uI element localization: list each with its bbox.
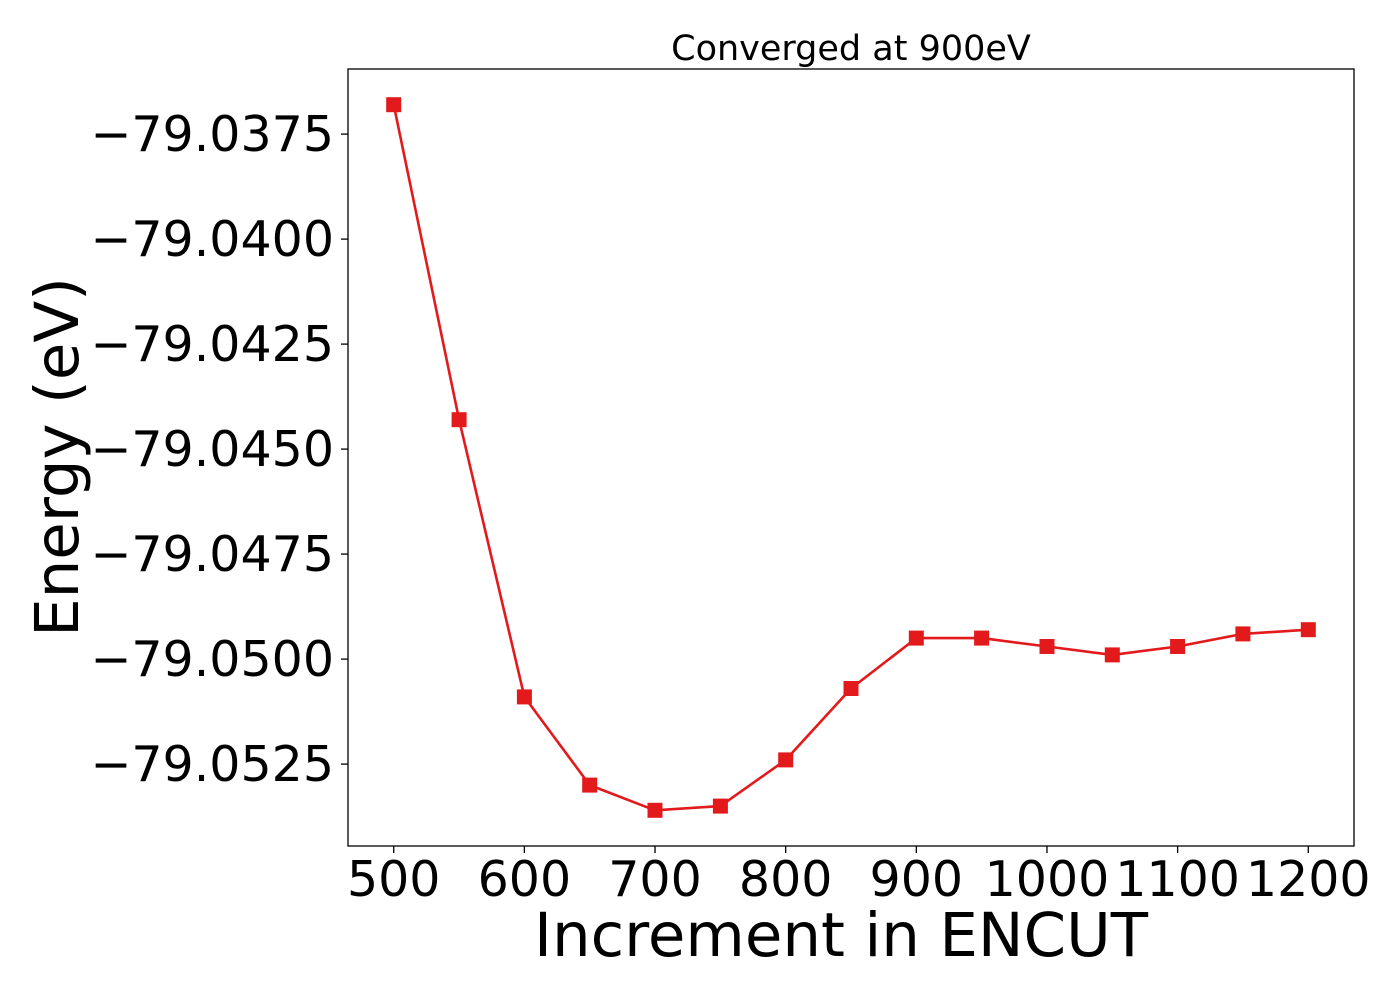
data-point-marker: [843, 681, 859, 696]
data-point-marker: [778, 752, 794, 768]
y-tick-label: −79.0450: [90, 421, 334, 478]
data-point-marker: [1235, 626, 1251, 642]
data-point-marker: [386, 97, 402, 113]
x-tick-label: 500: [347, 851, 441, 908]
y-tick-label: −79.0425: [90, 316, 334, 373]
data-point-marker: [1104, 647, 1120, 663]
y-axis-label: Energy (eV): [22, 277, 93, 637]
y-tick-label: −79.0475: [90, 526, 334, 583]
data-point-marker: [647, 802, 663, 818]
data-point-marker: [712, 798, 728, 814]
x-tick-label: 900: [870, 851, 964, 908]
data-point-marker: [582, 777, 598, 793]
plot-area-frame: [347, 68, 1355, 847]
ticks-layer: 500 600 700 800 900 1000 1100 1200 −79.0375 −79.0…: [90, 106, 1370, 908]
y-tick-label: −79.0400: [90, 211, 334, 268]
x-tick-label: 800: [739, 851, 833, 908]
chart-title: Converged at 900eV: [671, 29, 1031, 69]
x-axis-label: Increment in ENCUT: [534, 900, 1149, 971]
x-tick-label: 700: [608, 851, 702, 908]
data-point-marker: [1300, 622, 1316, 638]
series-layer: [386, 97, 1316, 818]
y-tick-label: −79.0500: [90, 631, 334, 688]
x-tick-label: 1000: [985, 851, 1110, 908]
x-tick-label: 600: [478, 851, 572, 908]
data-point-marker: [1039, 639, 1055, 654]
x-tick-label: 1200: [1246, 851, 1371, 908]
data-point-marker: [1170, 639, 1186, 654]
y-tick-label: −79.0525: [90, 736, 334, 793]
data-point-marker: [516, 689, 532, 705]
data-point-marker: [908, 630, 924, 646]
data-point-marker: [974, 630, 990, 646]
data-point-marker: [451, 412, 467, 428]
y-tick-label: −79.0375: [90, 106, 334, 163]
x-tick-label: 1100: [1115, 851, 1240, 908]
